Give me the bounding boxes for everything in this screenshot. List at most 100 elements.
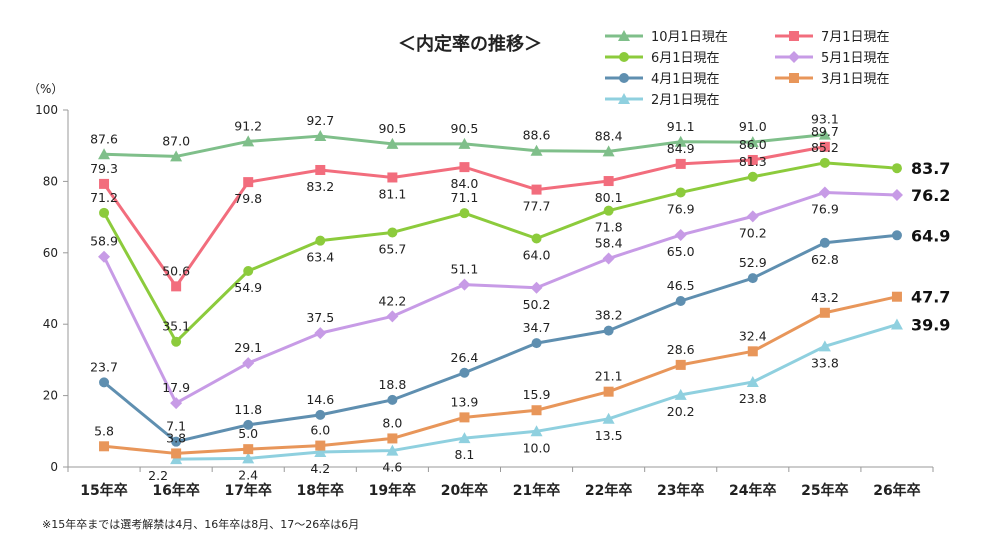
data-label: 46.5 [667, 278, 695, 293]
data-label: 81.1 [378, 186, 406, 201]
y-axis-unit-label: （%） [28, 82, 63, 96]
data-point [99, 377, 110, 388]
data-point [386, 310, 399, 323]
data-label: 13.5 [595, 428, 623, 443]
data-label: 10.0 [523, 440, 551, 455]
data-label: 13.9 [451, 394, 479, 409]
data-label: 58.9 [90, 234, 118, 249]
data-label: 4.2 [310, 461, 330, 476]
data-label: 43.2 [811, 290, 839, 305]
data-point [602, 412, 615, 424]
data-point [747, 346, 758, 357]
data-point [674, 228, 687, 241]
data-label: 93.1 [811, 112, 839, 127]
data-point [531, 405, 542, 416]
data-label: 65.7 [378, 241, 406, 256]
data-label: 11.8 [234, 402, 262, 417]
data-point [243, 419, 254, 430]
legend-marker [789, 73, 799, 83]
data-label: 32.4 [739, 328, 767, 343]
series-line [102, 161, 898, 344]
data-label: 5.8 [94, 423, 114, 438]
data-point [242, 452, 255, 464]
data-point [170, 397, 183, 410]
final-value-label: 76.2 [911, 186, 950, 205]
data-label: 85.2 [811, 140, 839, 155]
legend-label: 10月1日現在 [651, 30, 728, 45]
data-label: 23.7 [90, 359, 118, 374]
data-point [459, 367, 470, 378]
final-value-label: 83.7 [911, 159, 950, 178]
data-label: 84.9 [667, 141, 695, 156]
data-label: 91.1 [667, 119, 695, 134]
data-label: 90.5 [378, 121, 406, 136]
data-point [603, 176, 614, 187]
data-label: 35.1 [162, 319, 190, 334]
data-point [602, 252, 615, 265]
data-label: 83.2 [306, 179, 334, 194]
data-point [746, 376, 759, 388]
data-point [890, 188, 903, 201]
data-label: 14.6 [306, 392, 334, 407]
data-point [99, 441, 110, 452]
data-point [747, 171, 758, 182]
data-label: 28.6 [667, 342, 695, 357]
data-point [747, 273, 758, 284]
series-line [103, 233, 898, 444]
data-point [459, 162, 470, 173]
legend-label: 3月1日現在 [821, 72, 890, 87]
data-label: 89.7 [811, 124, 839, 139]
data-label: 38.2 [595, 308, 623, 323]
data-label: 15.9 [523, 387, 551, 402]
data-point [530, 281, 543, 294]
data-point [386, 444, 399, 456]
legend-marker [618, 30, 630, 41]
data-point [458, 432, 471, 444]
data-point [819, 157, 830, 168]
data-point [315, 440, 326, 451]
data-point [746, 210, 759, 223]
legend-marker [618, 93, 630, 104]
data-point [314, 130, 327, 142]
data-labels: 87.6 87.0 91.2 92.7 90.5 90.5 88.6 88.4 91.1 91.0… [90, 112, 839, 484]
legend-label: 4月1日現在 [651, 72, 720, 87]
data-point [530, 425, 543, 437]
data-label: 50.2 [523, 297, 551, 312]
data-label: 87.0 [162, 133, 190, 148]
data-point [386, 137, 399, 149]
data-point [315, 409, 326, 420]
data-point [98, 148, 111, 160]
data-point [171, 436, 182, 447]
data-label: 54.9 [234, 280, 262, 295]
data-label: 88.4 [595, 128, 623, 143]
legend-label: 2月1日現在 [651, 93, 720, 108]
data-point [530, 144, 543, 156]
data-point [818, 340, 831, 352]
data-label: 79.3 [90, 161, 118, 176]
data-label: 4.6 [382, 460, 402, 475]
data-point [243, 266, 254, 277]
data-label: 92.7 [306, 113, 334, 128]
data-point [531, 233, 542, 244]
data-point [170, 453, 183, 465]
data-label: 17.9 [162, 380, 190, 395]
data-label: 50.6 [162, 263, 190, 278]
data-point [99, 207, 110, 218]
x-tick-label: 23年卒 [657, 482, 704, 499]
final-value-label: 64.9 [911, 226, 950, 245]
data-point [603, 386, 614, 397]
data-label: 21.1 [595, 369, 623, 384]
data-label: 65.0 [667, 244, 695, 259]
data-label: 20.2 [667, 404, 695, 419]
data-label: 2.4 [238, 467, 258, 482]
data-label: 8.1 [455, 447, 475, 462]
data-label: 71.2 [90, 190, 118, 205]
data-point [818, 128, 831, 140]
final-value-labels: 83.7 76.2 64.9 47.7 39.9 [911, 159, 950, 334]
x-axis-tick-labels: 15年卒 16年卒 17年卒 18年卒 19年卒 20年卒 21年卒 22年卒 23年卒 24年卒… [67, 467, 934, 499]
data-point [674, 388, 687, 400]
series-lines [102, 133, 898, 461]
x-tick-label: 24年卒 [729, 482, 776, 499]
data-point [891, 163, 902, 174]
